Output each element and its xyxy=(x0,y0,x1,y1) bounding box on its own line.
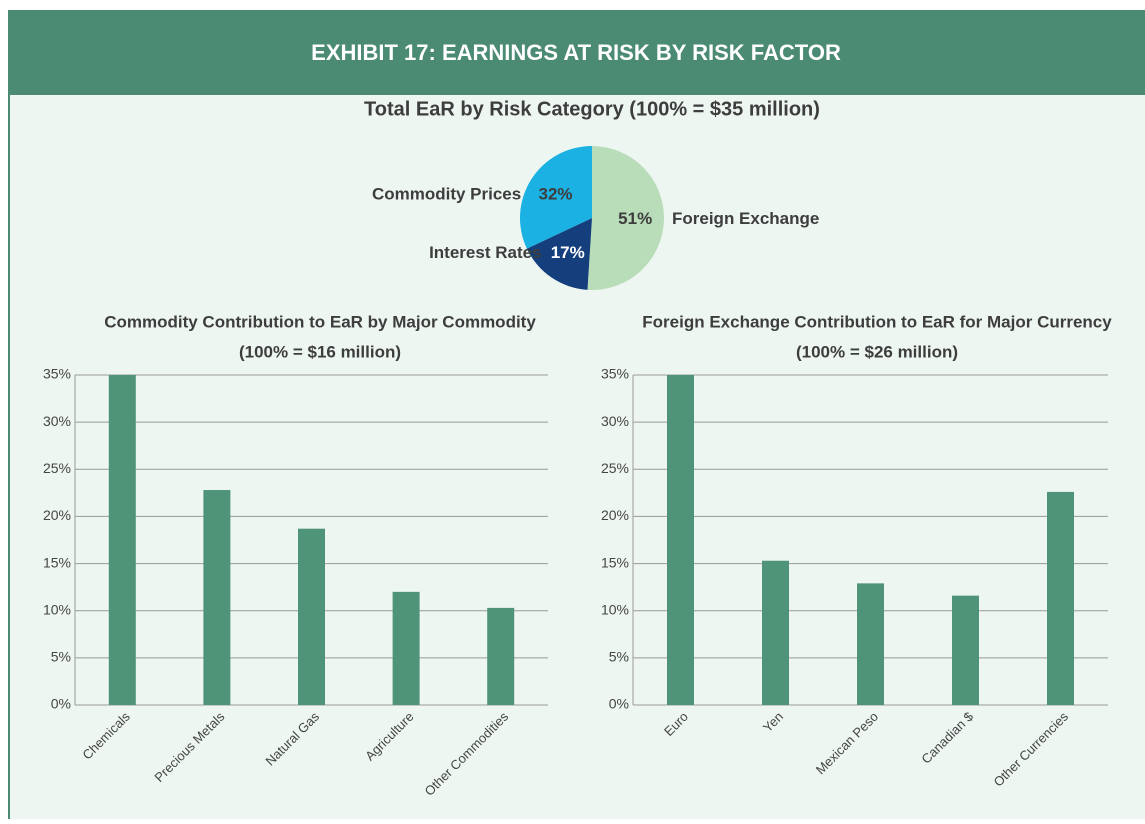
pie-slice xyxy=(526,218,592,290)
bar xyxy=(298,528,325,705)
y-tick-label: 30% xyxy=(601,413,629,429)
pie-slice xyxy=(587,146,665,290)
chart-title: Foreign Exchange Contribution to EaR for… xyxy=(642,312,1112,331)
pie-value-label: 17% xyxy=(551,243,585,262)
chart-subtitle: (100% = $16 million) xyxy=(239,342,401,361)
chart-title: Commodity Contribution to EaR by Major C… xyxy=(104,312,536,331)
y-tick-label: 20% xyxy=(601,507,629,523)
y-tick-label: 5% xyxy=(51,649,71,665)
y-tick-label: 35% xyxy=(601,366,629,382)
y-tick-label: 10% xyxy=(43,601,71,617)
chart-subtitle: (100% = $26 million) xyxy=(796,342,958,361)
bar xyxy=(1047,491,1074,705)
pie-category-label: Interest Rates xyxy=(429,243,541,262)
pie-slice xyxy=(520,146,592,249)
y-tick-label: 25% xyxy=(601,460,629,476)
bar xyxy=(108,375,136,705)
y-tick-label: 0% xyxy=(609,696,629,712)
pie-value-label: 32% xyxy=(539,184,573,203)
pie-category-label: Foreign Exchange xyxy=(672,209,819,228)
header-title: EXHIBIT 17: EARNINGS AT RISK BY RISK FAC… xyxy=(311,40,841,65)
pie-value-label: 51% xyxy=(618,209,652,228)
bar xyxy=(667,375,694,705)
bar xyxy=(203,490,231,705)
y-tick-label: 35% xyxy=(43,366,71,382)
y-tick-label: 15% xyxy=(43,554,71,570)
bar xyxy=(487,607,515,705)
pie-category-label: Commodity Prices xyxy=(372,184,521,203)
y-tick-label: 15% xyxy=(601,554,629,570)
y-tick-label: 20% xyxy=(43,507,71,523)
y-tick-label: 10% xyxy=(601,601,629,617)
bar xyxy=(952,595,979,705)
y-tick-label: 5% xyxy=(609,649,629,665)
bar xyxy=(762,560,789,705)
y-tick-label: 30% xyxy=(43,413,71,429)
bar xyxy=(857,583,884,705)
bar xyxy=(392,591,420,705)
y-tick-label: 25% xyxy=(43,460,71,476)
header-band xyxy=(8,10,1145,95)
y-tick-label: 0% xyxy=(51,696,71,712)
pie-title: Total EaR by Risk Category (100% = $35 m… xyxy=(364,98,820,120)
